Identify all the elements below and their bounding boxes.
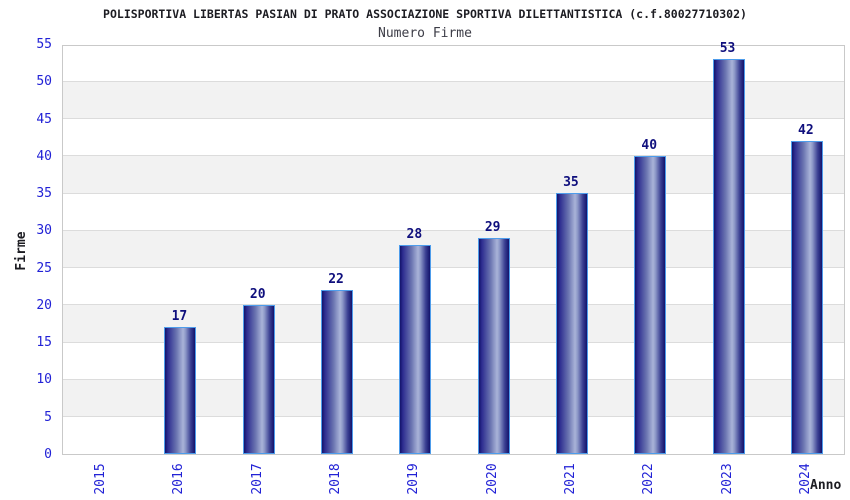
bar-2016 [164,327,197,454]
y-tick-label: 25 [36,260,52,276]
x-tick-label-2017: 2017 [249,463,265,495]
gridline [63,118,844,120]
chart-subtitle: Numero Firme [378,26,472,41]
x-tick-label-2022: 2022 [641,463,657,495]
bar-2019 [399,245,432,454]
y-tick-label: 0 [44,447,52,462]
y-tick-label: 10 [36,372,52,388]
bar-2024 [790,140,823,454]
y-tick-label: 20 [36,297,52,313]
plot-area [62,45,845,455]
y-tick-label: 45 [36,111,52,127]
bar-value-label-2024: 42 [798,122,814,138]
y-tick-label: 50 [36,74,52,90]
gridline [63,267,844,269]
gridline [63,378,844,380]
gridline [63,155,844,157]
x-axis-title: Anno [810,478,842,493]
bar-2021 [555,193,588,454]
bar-value-label-2016: 17 [171,309,188,325]
y-tick-label: 30 [36,223,52,239]
bar-2020 [477,237,510,454]
chart-title: POLISPORTIVA LIBERTAS PASIAN DI PRATO AS… [103,7,747,21]
bar-value-label-2017: 20 [249,286,266,302]
x-tick-label-2018: 2018 [328,463,344,495]
bar-2022 [634,155,667,454]
x-tick-label-2023: 2023 [719,463,735,495]
bar-2017 [242,304,275,454]
gridline [63,192,844,194]
gridline [63,229,844,231]
y-tick-label: 35 [36,186,52,202]
bar-value-label-2019: 28 [406,227,423,243]
x-tick-label-2016: 2016 [171,463,187,495]
x-tick-label-2015: 2015 [93,463,109,495]
gridline [63,80,844,82]
x-tick-label-2019: 2019 [406,463,422,495]
bar-value-label-2022: 40 [641,137,658,153]
bar-value-label-2020: 29 [484,219,501,235]
bar-2023 [712,58,745,454]
gridline [63,304,844,306]
gridline [63,341,844,343]
bar-2018 [321,290,354,454]
x-tick-label-2021: 2021 [562,463,578,495]
x-tick-label-2020: 2020 [484,463,500,495]
y-tick-label: 40 [36,148,52,164]
y-tick-label: 5 [44,409,52,425]
gridline [63,416,844,418]
y-tick-label: 55 [36,37,52,52]
bar-value-label-2021: 35 [563,175,579,191]
y-tick-label: 15 [36,335,52,351]
y-axis-title: Firme [14,231,29,271]
bar-value-label-2018: 22 [328,272,344,287]
bar-value-label-2023: 53 [719,40,736,56]
